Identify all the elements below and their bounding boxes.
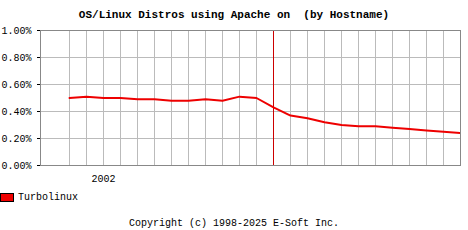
svg-text:0.60%: 0.60% (1, 80, 31, 91)
svg-text:0.00%: 0.00% (1, 161, 31, 172)
html-text:Turbolinux: Turbolinux (18, 191, 78, 203)
svg-text:0.80%: 0.80% (1, 53, 31, 64)
html-text:Copyright (c) 1998-2025 E-Soft: Copyright (c) 1998-2025 E-Soft Inc. (129, 218, 339, 229)
html-text:OS/Linux Distros using Apache: OS/Linux Distros using Apache on (by Hos… (78, 9, 390, 21)
svg-text:0.20%: 0.20% (1, 134, 31, 145)
svg-text:1.00%: 1.00% (1, 26, 31, 37)
svg-text:0.40%: 0.40% (1, 107, 31, 118)
svg-text:2002: 2002 (91, 174, 115, 185)
